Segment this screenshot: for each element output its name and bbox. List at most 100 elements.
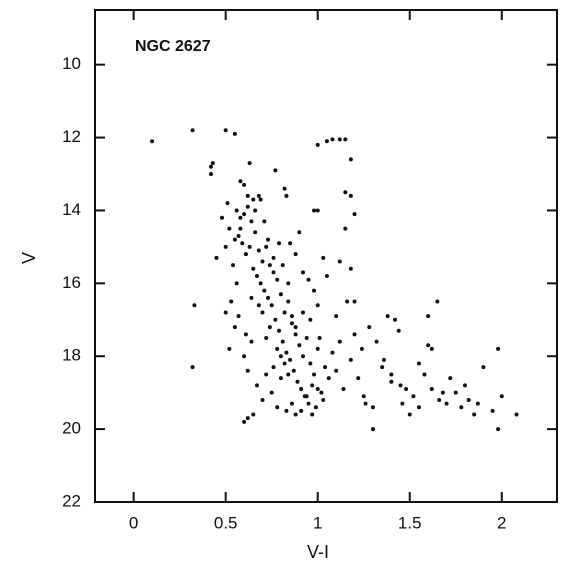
point (260, 259, 265, 264)
point (288, 357, 293, 362)
point (367, 325, 372, 330)
point (324, 274, 329, 279)
point (440, 390, 445, 395)
point (256, 193, 261, 198)
point (240, 241, 245, 246)
point (249, 295, 254, 300)
point (348, 357, 353, 362)
point (315, 142, 320, 147)
point (271, 270, 276, 275)
point (266, 295, 271, 300)
point (231, 263, 236, 268)
point (348, 193, 353, 198)
point (258, 281, 263, 286)
point (448, 376, 453, 381)
point (247, 161, 252, 166)
point (293, 332, 298, 337)
point (245, 368, 250, 373)
y-tick-label: 22 (62, 491, 81, 510)
point (426, 343, 431, 348)
point (306, 401, 311, 406)
point (300, 310, 305, 315)
point (190, 128, 195, 133)
point (293, 252, 298, 257)
point (496, 427, 501, 432)
point (271, 255, 276, 260)
point (223, 310, 228, 315)
point (462, 383, 467, 388)
point (282, 186, 287, 191)
point (234, 208, 239, 213)
point (321, 397, 326, 402)
point (227, 346, 232, 351)
point (277, 328, 282, 333)
point (310, 412, 315, 417)
point (416, 361, 421, 366)
point (380, 365, 385, 370)
point (348, 157, 353, 162)
point (225, 201, 230, 206)
point (300, 270, 305, 275)
point (398, 383, 403, 388)
point (258, 197, 263, 202)
point (278, 292, 283, 297)
point (249, 219, 254, 224)
point (232, 237, 237, 242)
point (286, 372, 291, 377)
annotation: NGC 2627 (135, 38, 211, 55)
point (267, 325, 272, 330)
point (475, 401, 480, 406)
point (236, 314, 241, 319)
point (232, 131, 237, 136)
x-axis-label: V-I (307, 542, 329, 562)
point (275, 405, 280, 410)
point (337, 137, 342, 142)
y-tick-label: 20 (62, 419, 81, 438)
point (249, 339, 254, 344)
point (466, 397, 471, 402)
point (223, 128, 228, 133)
point (238, 215, 243, 220)
point (238, 226, 243, 231)
point (273, 168, 278, 173)
point (150, 139, 155, 144)
point (254, 274, 259, 279)
point (275, 277, 280, 282)
point (254, 383, 259, 388)
point (323, 365, 328, 370)
point (269, 303, 274, 308)
point (260, 310, 265, 315)
point (334, 368, 339, 373)
point (280, 339, 285, 344)
point (288, 241, 293, 246)
point (289, 401, 294, 406)
point (214, 255, 219, 260)
plot-frame (94, 9, 558, 503)
point (304, 336, 309, 340)
point (411, 394, 416, 399)
point (429, 387, 434, 392)
point (293, 325, 298, 330)
point (236, 233, 241, 238)
point (245, 416, 250, 421)
point (426, 314, 431, 319)
point (496, 346, 501, 351)
y-tick-label: 14 (62, 200, 81, 219)
point (437, 397, 442, 402)
point (260, 397, 265, 402)
point (299, 408, 304, 413)
point (227, 226, 232, 231)
point (264, 372, 269, 377)
point (278, 376, 283, 381)
point (251, 197, 256, 202)
point (304, 394, 309, 399)
point (429, 346, 434, 351)
point (238, 179, 243, 184)
point (271, 365, 276, 370)
point (190, 365, 195, 370)
point (312, 372, 317, 377)
point (315, 387, 320, 392)
point (361, 394, 366, 399)
point (247, 244, 252, 249)
